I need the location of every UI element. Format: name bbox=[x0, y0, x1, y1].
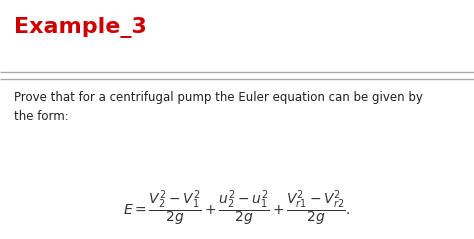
Text: $E = \dfrac{V_2^2 - V_1^2}{2g} + \dfrac{u_2^2 - u_1^2}{2g} + \dfrac{V_{r1}^2 - V: $E = \dfrac{V_2^2 - V_1^2}{2g} + \dfrac{… bbox=[123, 188, 351, 228]
Text: Prove that for a centrifugal pump the Euler equation can be given by
the form:: Prove that for a centrifugal pump the Eu… bbox=[14, 91, 423, 123]
Text: Example_3: Example_3 bbox=[14, 17, 147, 38]
